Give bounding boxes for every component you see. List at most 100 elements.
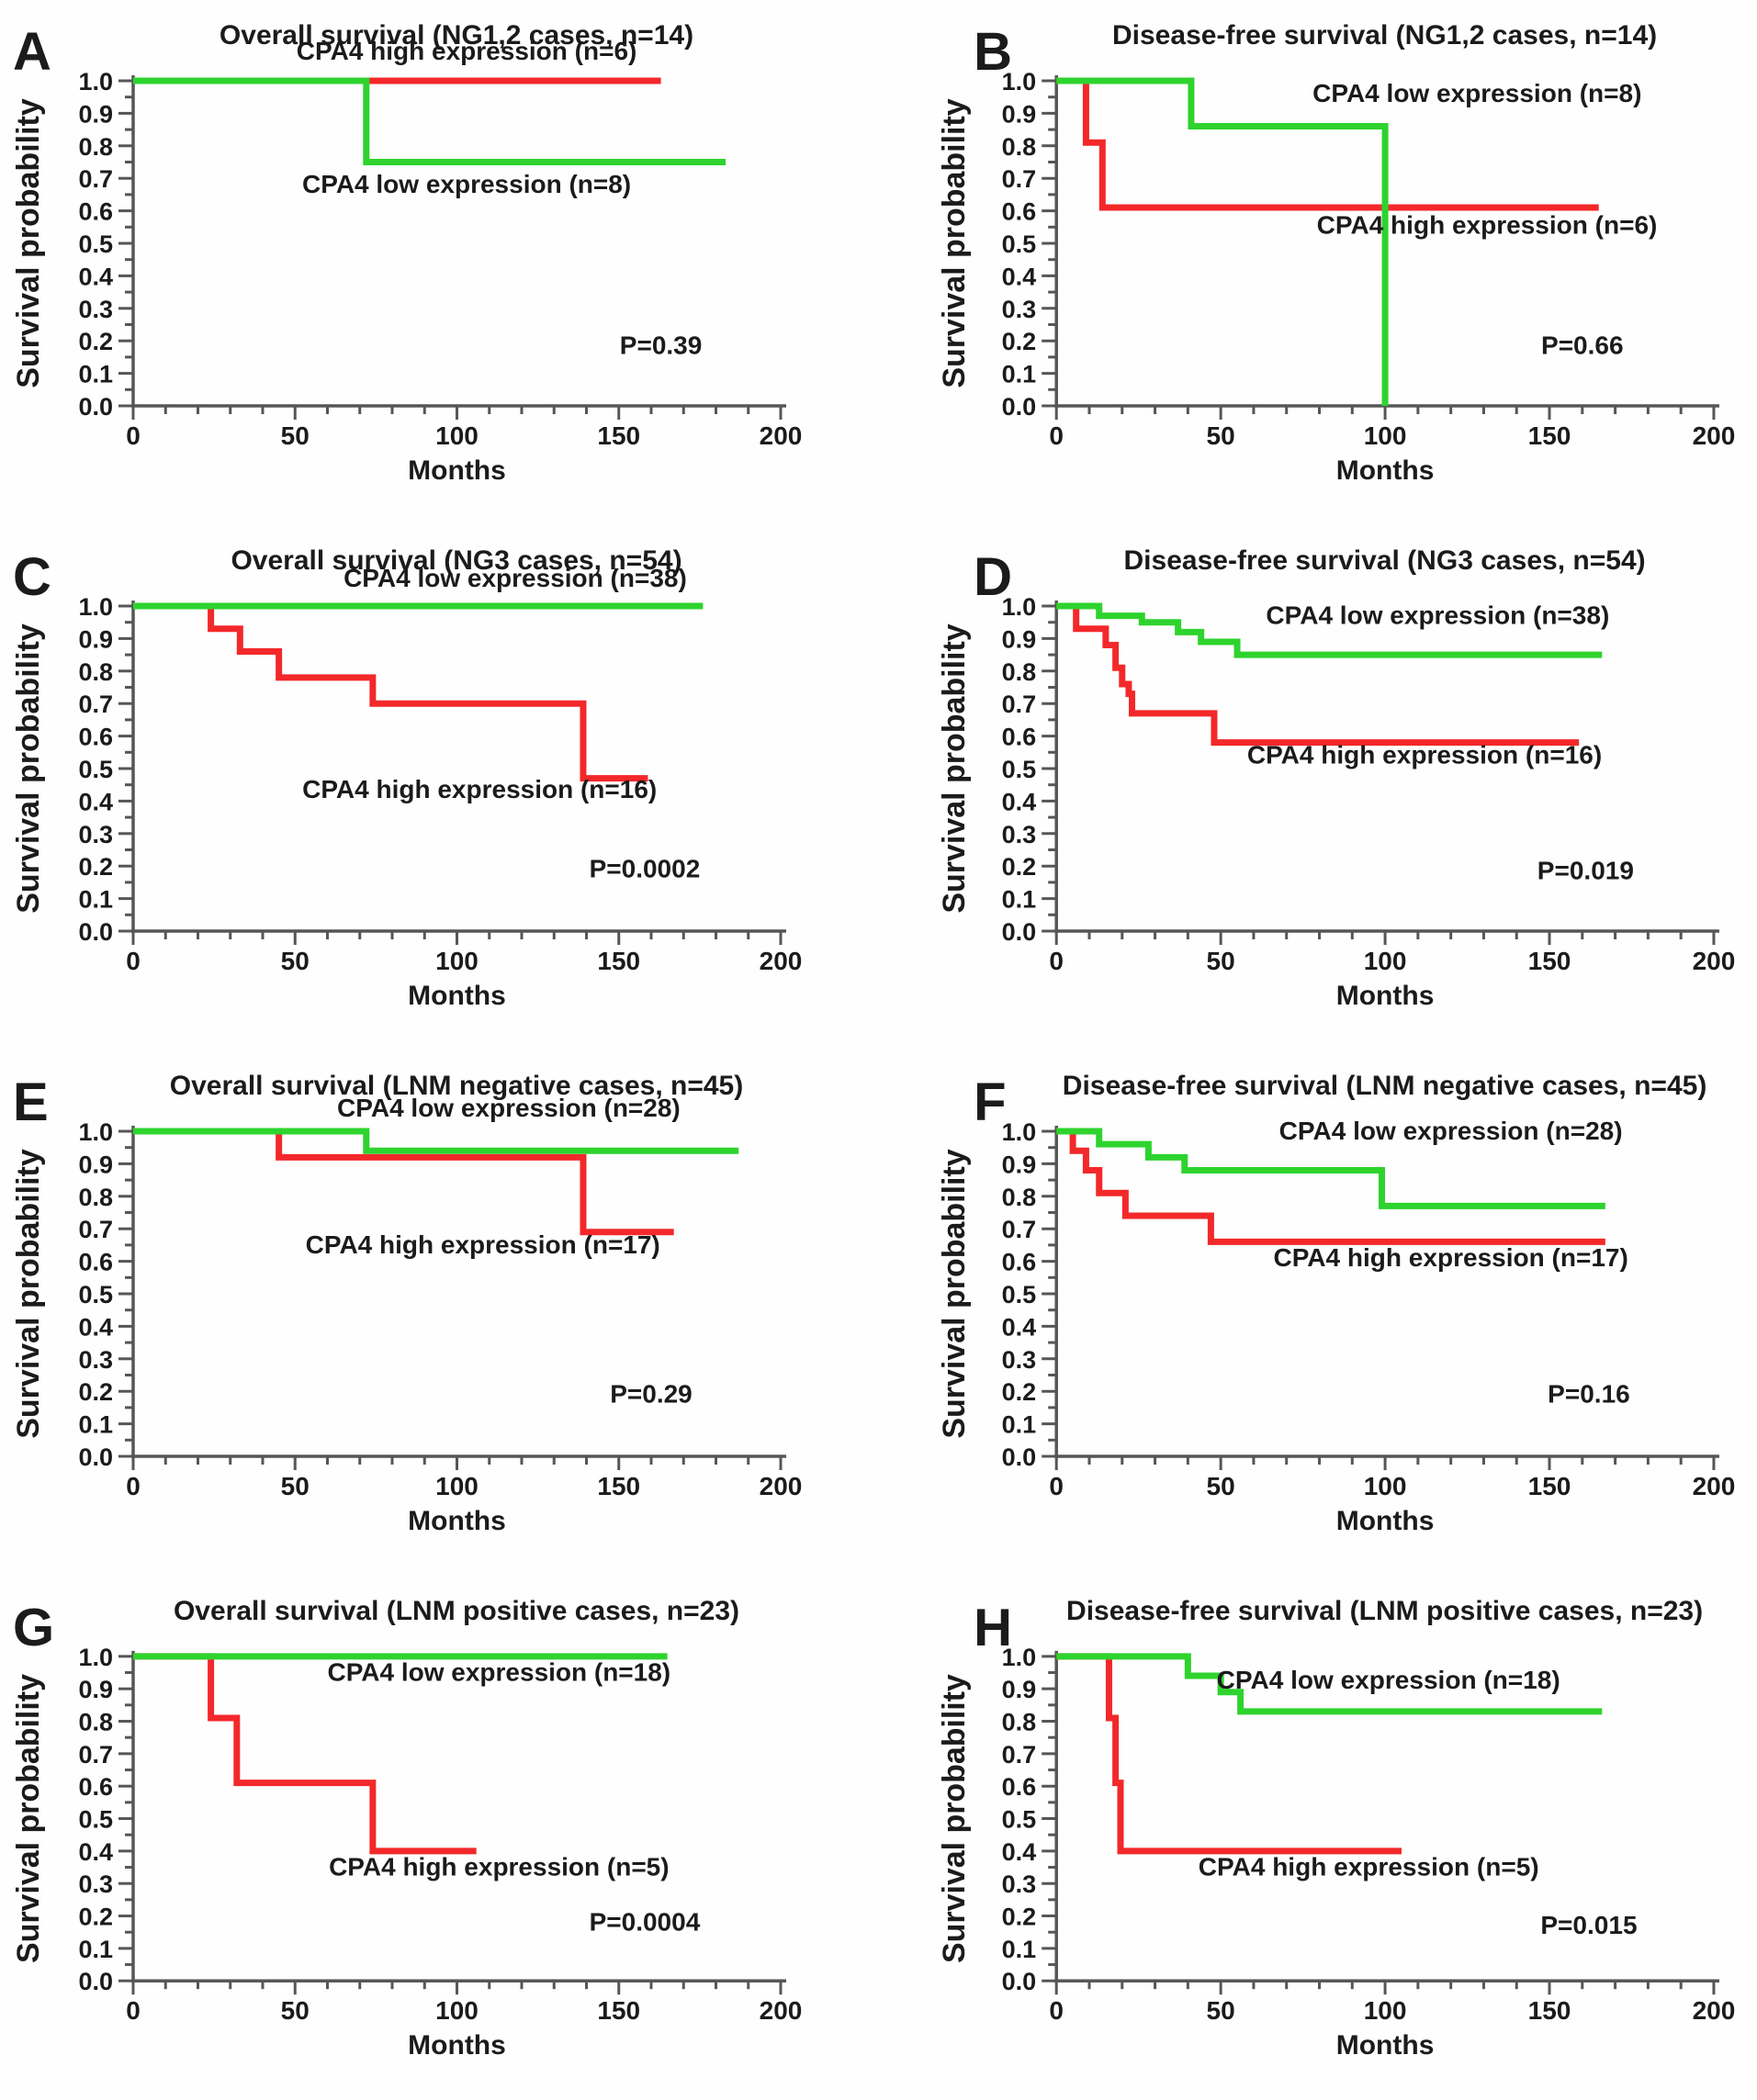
y-tick-label: 0.9	[78, 1151, 113, 1178]
y-tick-label: 0.3	[1002, 296, 1037, 323]
y-tick-label: 0.1	[1002, 886, 1037, 914]
y-tick-label: 0.9	[78, 100, 113, 128]
x-tick-label: 150	[597, 421, 640, 450]
panel-letter: C	[13, 547, 51, 607]
survival-curve-red	[1056, 602, 1580, 747]
y-axis-label: Survival probability	[937, 623, 972, 913]
y-tick-label: 0.1	[78, 886, 113, 914]
y-tick-label: 0.8	[1002, 1184, 1037, 1211]
y-tick-label: 0.1	[78, 1936, 113, 1963]
y-tick-label: 0.0	[78, 1968, 113, 1995]
survival-curve-red	[133, 602, 648, 782]
km-chart: G Overall survival (LNM positive cases, n…	[11, 1596, 803, 2061]
y-tick-label: 0.6	[1002, 724, 1037, 751]
y-tick-label: 0.1	[1002, 361, 1037, 388]
x-tick-label: 200	[760, 947, 803, 975]
y-tick-label: 0.0	[78, 1443, 113, 1471]
panel-overall-survival-ng12: A Overall survival (NG1,2 cases, n=14) 0.0…	[0, 0, 878, 525]
y-axis-label: Survival probability	[11, 1149, 46, 1439]
y-tick-label: 0.7	[1002, 691, 1037, 718]
km-chart: E Overall survival (LNM negative cases, n…	[11, 1071, 802, 1536]
y-tick-label: 0.1	[78, 361, 113, 388]
series-label-red: CPA4 high expression (n=16)	[302, 775, 657, 803]
y-tick-label: 0.7	[78, 165, 113, 193]
x-tick-label: 100	[435, 1472, 479, 1500]
y-tick-label: 0.3	[78, 821, 113, 848]
p-value-label: P=0.019	[1537, 856, 1634, 884]
survival-curve-green	[1056, 1653, 1603, 1715]
x-tick-label: 150	[1528, 421, 1571, 450]
y-tick-label: 0.1	[78, 1411, 113, 1439]
y-tick-label: 0.6	[78, 1249, 113, 1276]
y-tick-label: 0.8	[78, 133, 113, 161]
y-tick-label: 0.0	[78, 393, 113, 421]
series-label-red: CPA4 high expression (n=6)	[297, 37, 637, 65]
series-label-green: CPA4 low expression (n=8)	[1312, 79, 1641, 107]
y-tick-label: 0.0	[1002, 1968, 1037, 1995]
y-tick-label: 0.4	[78, 1838, 113, 1866]
x-tick-label: 100	[1364, 421, 1407, 450]
x-tick-label: 150	[597, 947, 640, 975]
x-tick-label: 100	[435, 1996, 479, 2025]
x-tick-label: 50	[1207, 947, 1235, 975]
x-tick-label: 100	[435, 947, 479, 975]
panel-title: Disease-free survival (NG1,2 cases, n=14…	[1112, 20, 1657, 51]
y-axis-label: Survival probability	[937, 1674, 972, 1963]
x-axis-label: Months	[1336, 981, 1435, 1011]
p-value-label: P=0.16	[1548, 1380, 1630, 1409]
panel-overall-survival-lnm-neg: E Overall survival (LNM negative cases, n…	[0, 1050, 878, 1576]
y-tick-label: 0.5	[1002, 230, 1037, 258]
x-axis-label: Months	[408, 455, 506, 486]
y-tick-label: 0.4	[78, 788, 113, 815]
y-axis-label: Survival probability	[11, 98, 46, 388]
x-tick-label: 50	[281, 1472, 310, 1500]
panel-title: Overall survival (NG1,2 cases, n=14)	[220, 20, 693, 51]
survival-curve-green	[1056, 1128, 1605, 1209]
series-label-green: CPA4 low expression (n=18)	[328, 1657, 671, 1686]
panel-overall-survival-ng3: C Overall survival (NG3 cases, n=54) 0.0 0.…	[0, 525, 878, 1050]
p-value-label: P=0.66	[1541, 331, 1624, 359]
y-tick-label: 0.2	[78, 1903, 113, 1931]
y-tick-label: 0.8	[78, 1184, 113, 1211]
x-tick-label: 0	[1049, 1472, 1064, 1500]
y-tick-label: 0.9	[1002, 625, 1037, 653]
y-tick-label: 0.9	[1002, 1676, 1037, 1703]
x-axis-label: Months	[408, 1506, 506, 1536]
panel-title: Disease-free survival (LNM negative case…	[1063, 1071, 1707, 1101]
y-tick-label: 0.2	[1002, 853, 1037, 881]
y-tick-label: 0.7	[78, 691, 113, 718]
y-tick-label: 1.0	[1002, 68, 1037, 95]
series-label-red: CPA4 high expression (n=17)	[1273, 1243, 1627, 1272]
y-tick-label: 0.1	[1002, 1936, 1037, 1963]
y-tick-label: 0.5	[78, 756, 113, 783]
panel-title: Overall survival (LNM positive cases, n=…	[174, 1596, 739, 1626]
p-value-label: P=0.39	[620, 331, 703, 359]
x-tick-label: 200	[1693, 947, 1736, 975]
x-tick-label: 100	[1364, 1996, 1407, 2025]
series-label-green: CPA4 low expression (n=8)	[302, 170, 631, 198]
x-tick-label: 200	[760, 1996, 803, 2025]
y-tick-label: 0.9	[78, 1676, 113, 1703]
y-tick-label: 0.9	[1002, 100, 1037, 128]
panel-disease-free-survival-ng3: D Disease-free survival (NG3 cases, n=54)…	[878, 525, 1757, 1050]
p-value-label: P=0.29	[610, 1380, 693, 1409]
y-tick-label: 0.7	[78, 1216, 113, 1243]
y-tick-label: 0.6	[1002, 198, 1037, 226]
panel-title: Disease-free survival (NG3 cases, n=54)	[1124, 545, 1646, 576]
panel-disease-free-survival-ng12: B Disease-free survival (NG1,2 cases, n=1…	[878, 0, 1757, 525]
y-tick-label: 0.2	[78, 328, 113, 355]
y-tick-label: 0.0	[1002, 393, 1037, 421]
y-tick-label: 0.8	[1002, 133, 1037, 161]
panel-letter: H	[974, 1599, 1012, 1657]
y-tick-label: 1.0	[78, 1118, 113, 1146]
y-tick-label: 0.1	[1002, 1411, 1037, 1439]
y-tick-label: 1.0	[78, 593, 113, 621]
y-tick-label: 1.0	[78, 68, 113, 95]
y-tick-label: 0.4	[1002, 1313, 1037, 1341]
y-tick-label: 0.5	[1002, 756, 1037, 783]
survival-curve-red	[1056, 1653, 1402, 1855]
y-tick-label: 0.6	[78, 198, 113, 226]
x-tick-label: 150	[1528, 1472, 1571, 1500]
x-axis-label: Months	[1336, 455, 1435, 486]
series-label-red: CPA4 high expression (n=17)	[306, 1230, 660, 1259]
